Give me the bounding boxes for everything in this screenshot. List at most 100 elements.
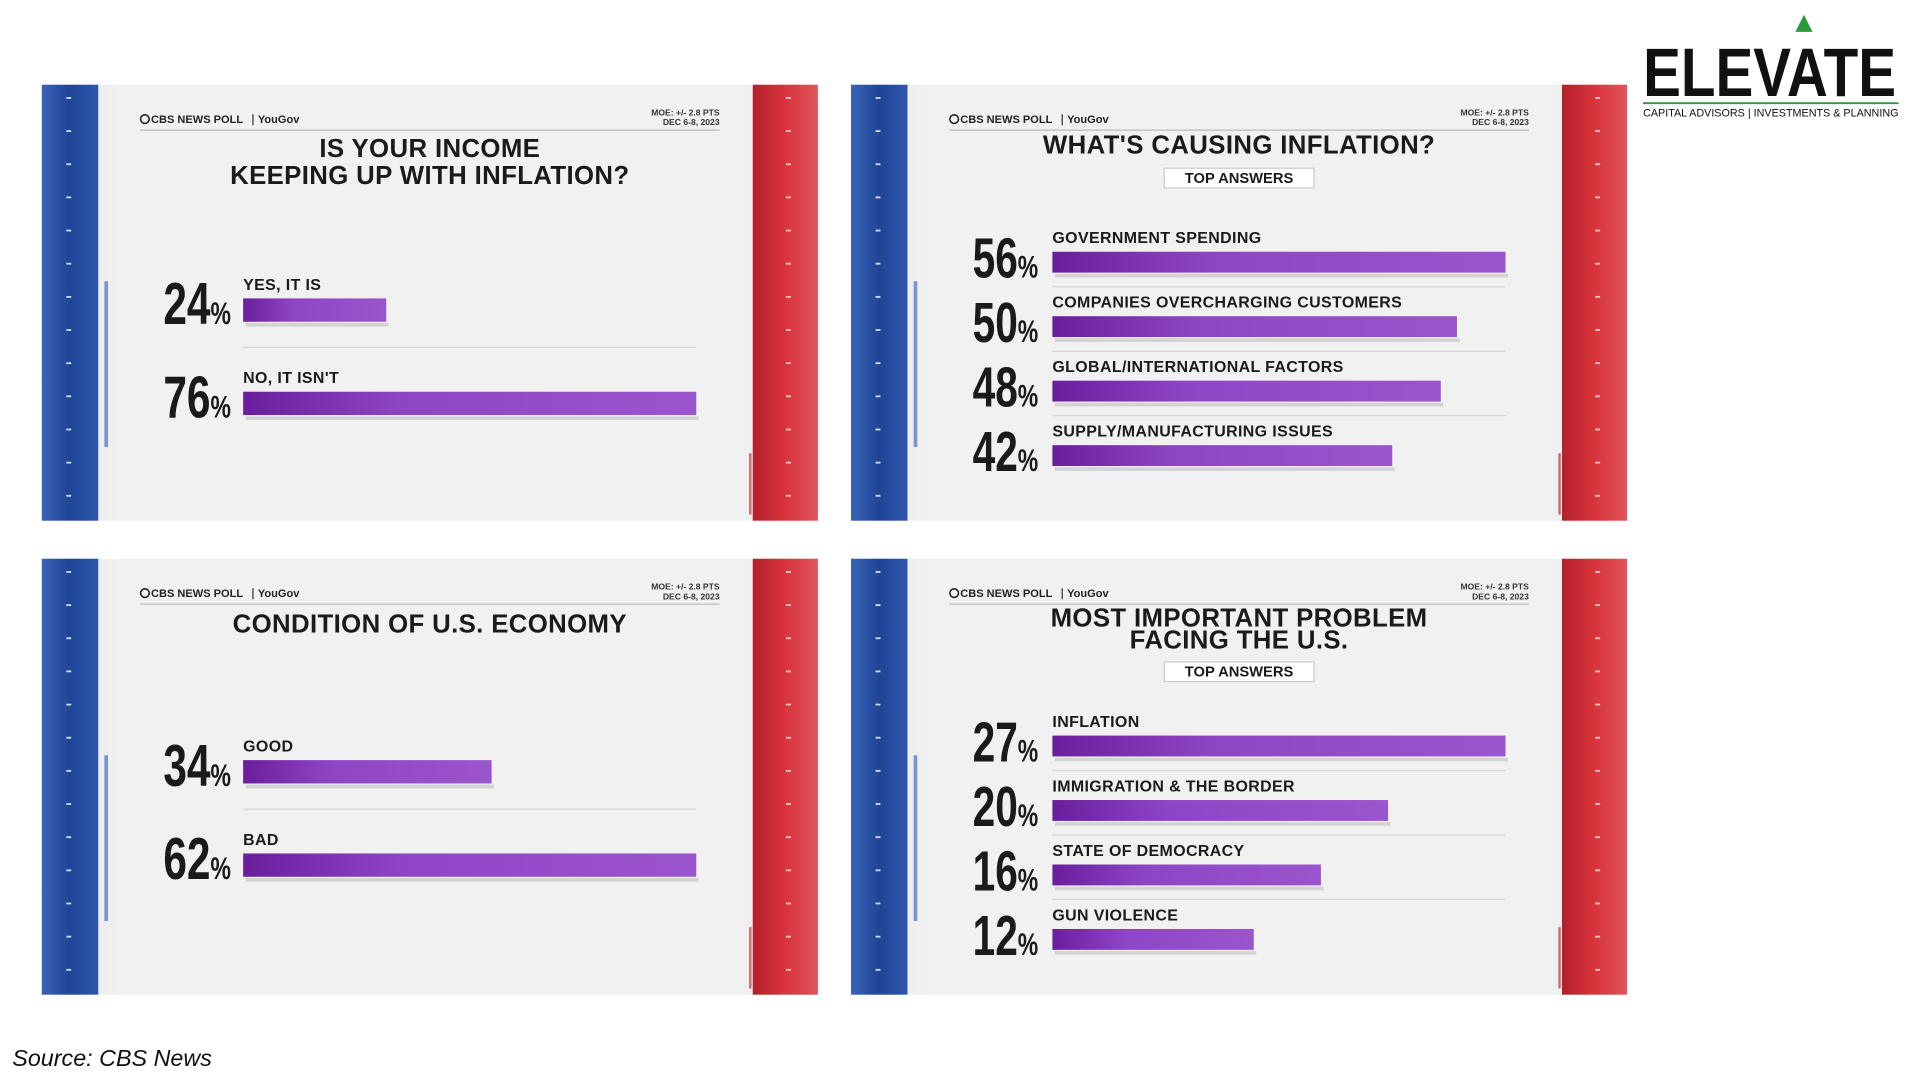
stripe-tick <box>66 571 72 573</box>
stripe-tick <box>1595 571 1601 573</box>
stripe-tick <box>785 295 791 298</box>
stripe-tick <box>66 670 72 673</box>
value-label: 76% <box>163 365 231 430</box>
red-stripe <box>752 84 818 521</box>
bar-shadow <box>1054 402 1444 407</box>
stripe-tick <box>66 703 72 706</box>
value-digits: 12 <box>973 904 1018 967</box>
stripe-tick <box>875 935 881 938</box>
poll-dates: DEC 6-8, 2023 <box>1472 591 1529 601</box>
red-stripe <box>752 558 818 995</box>
value-unit: % <box>1018 862 1038 898</box>
stripe-tick <box>875 604 881 607</box>
stripe-tick <box>1595 637 1601 640</box>
stripe-tick <box>785 329 791 331</box>
stripe-tick <box>875 262 881 265</box>
stripe-tick <box>1595 428 1601 431</box>
stripe-tick <box>66 769 72 772</box>
logo: ELEVATE CAPITAL ADVISORS | INVESTMENTS &… <box>1643 14 1898 120</box>
value-label: 42% <box>973 420 1039 483</box>
value-digits: 48 <box>973 356 1018 419</box>
value-digits: 24 <box>163 271 211 336</box>
chart-title: MOST IMPORTANT PROBLEM <box>1051 604 1428 632</box>
poll-moe: MOE: +/- 2.8 PTS <box>651 581 720 591</box>
stripe-tick <box>785 703 791 706</box>
stripe-tick <box>1595 869 1601 872</box>
bar-shadow <box>1054 757 1508 762</box>
category-label: BAD <box>243 832 279 849</box>
bar <box>1052 316 1457 338</box>
value-digits: 27 <box>973 711 1018 774</box>
stripe-tick <box>1595 736 1601 739</box>
stripe-tick <box>875 229 881 232</box>
poll-moe: MOE: +/- 2.8 PTS <box>1460 107 1529 117</box>
stripe-accent <box>1558 453 1561 515</box>
value-unit: % <box>1018 733 1038 769</box>
value-unit: % <box>1018 797 1038 833</box>
stripe-tick <box>875 769 881 772</box>
blue-stripe <box>41 558 99 995</box>
bar-shadow <box>1054 338 1460 342</box>
bar <box>1052 445 1393 467</box>
value-label: 34% <box>163 733 231 798</box>
stripe-tick <box>875 670 881 673</box>
stripe-tick <box>875 869 881 872</box>
category-label: GOVERNMENT SPENDING <box>1052 230 1261 247</box>
bar-shadow <box>245 322 389 327</box>
value-unit: % <box>1018 313 1038 349</box>
poll-dates: DEC 6-8, 2023 <box>1472 117 1529 127</box>
brand-icon <box>949 588 960 599</box>
logo-name: ELEVATE <box>1643 34 1896 111</box>
bar-shadow <box>1054 822 1391 826</box>
stripe-tick <box>66 935 72 938</box>
panel-bg <box>851 558 1628 995</box>
stripe-tick <box>66 736 72 739</box>
category-label: SUPPLY/MANUFACTURING ISSUES <box>1052 424 1333 441</box>
red-stripe <box>1562 558 1628 995</box>
poll-moe: MOE: +/- 2.8 PTS <box>1460 581 1529 591</box>
value-digits: 56 <box>973 227 1018 290</box>
stripe-tick <box>1595 769 1601 772</box>
stripe-accent <box>913 755 918 922</box>
category-label: INFLATION <box>1052 714 1139 731</box>
stripe-tick <box>66 163 72 166</box>
brand-icon <box>139 588 151 599</box>
stripe-tick <box>875 571 881 573</box>
poll-brand: CBS NEWS POLL <box>960 588 1052 600</box>
poll-partner: YouGov <box>1067 114 1109 126</box>
value-unit: % <box>1018 378 1038 414</box>
stripe-tick <box>66 395 72 398</box>
stripe-tick <box>1595 968 1601 971</box>
stripe-tick <box>1595 97 1601 99</box>
stripe-tick <box>1595 703 1601 706</box>
stripe-tick <box>66 869 72 872</box>
poll-partner: YouGov <box>1067 588 1109 600</box>
stripe-tick <box>875 196 881 199</box>
chart-title: IS YOUR INCOME <box>319 135 540 163</box>
stripe-tick <box>785 571 791 573</box>
bar <box>1052 735 1506 757</box>
stripe-accent <box>749 927 752 989</box>
stripe-tick <box>875 295 881 298</box>
stripe-tick <box>1595 362 1601 365</box>
stripe-tick <box>66 604 72 607</box>
stripe-accent <box>913 281 918 447</box>
stripe-tick <box>785 494 791 497</box>
stripe-tick <box>875 836 881 839</box>
bar <box>243 760 492 784</box>
bar <box>243 298 387 322</box>
stripe-tick <box>785 196 791 199</box>
stripe-tick <box>1595 262 1601 265</box>
value-label: 16% <box>973 840 1039 903</box>
value-label: 12% <box>973 904 1039 967</box>
stripe-tick <box>785 670 791 673</box>
category-label: IMMIGRATION & THE BORDER <box>1052 778 1295 795</box>
stripe-tick <box>785 869 791 872</box>
value-digits: 50 <box>973 291 1018 354</box>
stripe-tick <box>875 803 881 805</box>
stripe-tick <box>785 428 791 431</box>
stripe-tick <box>875 461 881 464</box>
